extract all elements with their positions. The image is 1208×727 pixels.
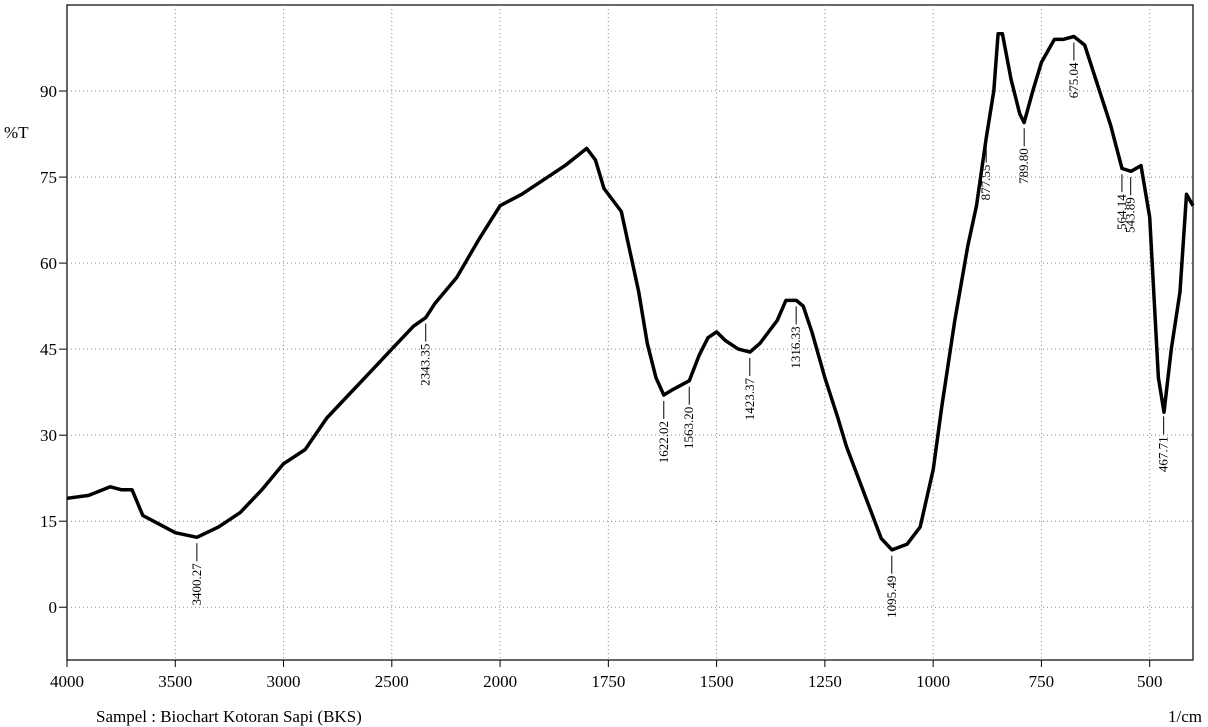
x-tick-label: 3500 xyxy=(158,672,192,691)
peak-label: 789.80 xyxy=(1016,148,1031,184)
y-tick-label: 15 xyxy=(40,512,57,531)
peak-label: 675.04 xyxy=(1066,62,1081,98)
footer-left: Sampel : Biochart Kotoran Sapi (BKS) xyxy=(96,707,362,726)
x-tick-label: 1500 xyxy=(700,672,734,691)
y-tick-label: 45 xyxy=(40,340,57,359)
peak-label: 877.55 xyxy=(978,165,993,201)
x-tick-label: 1000 xyxy=(916,672,950,691)
peak-label: 467.71 xyxy=(1156,436,1171,472)
x-axis-label: 1/cm xyxy=(1168,707,1202,726)
peak-label: 543.89 xyxy=(1123,197,1138,233)
x-tick-label: 1750 xyxy=(591,672,625,691)
y-tick-label: 0 xyxy=(49,598,58,617)
peak-label: 1423.37 xyxy=(742,377,757,420)
peak-label: 3400.27 xyxy=(189,563,204,606)
peak-label: 1095.49 xyxy=(884,576,899,618)
peak-label: 1316.33 xyxy=(788,326,803,368)
spectrum-line xyxy=(66,31,1195,552)
y-tick-label: 90 xyxy=(40,82,57,101)
x-tick-label: 2000 xyxy=(483,672,517,691)
peak-label: 1563.20 xyxy=(681,407,696,449)
x-tick-label: 4000 xyxy=(50,672,84,691)
y-tick-label: 30 xyxy=(40,426,57,445)
x-tick-label: 500 xyxy=(1137,672,1163,691)
x-tick-label: 750 xyxy=(1029,672,1055,691)
peak-label: 2343.35 xyxy=(418,344,433,386)
y-tick-label: 60 xyxy=(40,254,57,273)
plot-frame xyxy=(66,4,1194,661)
y-tick-label: 75 xyxy=(40,168,57,187)
y-axis-label: %T xyxy=(4,123,29,142)
x-tick-label: 2500 xyxy=(375,672,409,691)
peak-label: 1622.02 xyxy=(656,421,671,463)
peak-label: 564.14 xyxy=(1114,194,1129,230)
x-tick-label: 3000 xyxy=(267,672,301,691)
x-tick-label: 1250 xyxy=(808,672,842,691)
